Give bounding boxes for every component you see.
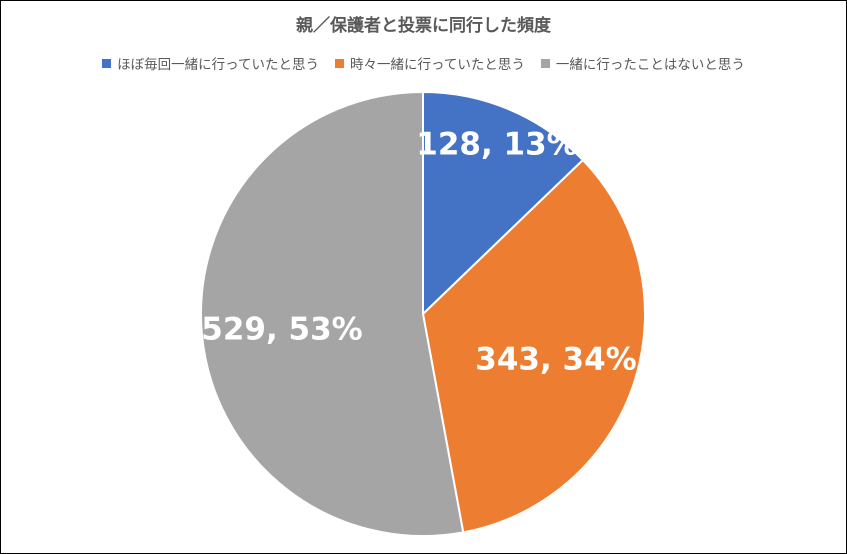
legend-label-3: 一緒に行ったことはないと思う bbox=[555, 57, 745, 73]
data-label-1: 128, 13% bbox=[416, 127, 577, 163]
pie-slice-3 bbox=[200, 90, 465, 537]
legend-swatch-3 bbox=[540, 58, 550, 68]
legend-item-2: 時々一緒に行っていたと思う bbox=[335, 53, 525, 73]
legend-item-1: ほぼ毎回一緒に行っていたと思う bbox=[102, 53, 319, 73]
legend-label-1: ほぼ毎回一緒に行っていたと思う bbox=[117, 57, 319, 73]
legend-swatch-1 bbox=[102, 58, 112, 68]
pie-slice-2 bbox=[421, 158, 646, 534]
legend-item-3: 一緒に行ったことはないと思う bbox=[540, 53, 745, 73]
legend-swatch-2 bbox=[335, 58, 344, 68]
legend: ほぼ毎回一緒に行っていたと思う 時々一緒に行っていたと思う 一緒に行ったことはな… bbox=[1, 53, 846, 73]
data-label-3: 529, 53% bbox=[201, 312, 362, 348]
data-label-2: 343, 34% bbox=[475, 342, 636, 378]
legend-label-2: 時々一緒に行っていたと思う bbox=[350, 57, 525, 73]
pie-slice-1 bbox=[422, 90, 585, 317]
chart-title: 親／保護者と投票に同行した頻度 bbox=[296, 16, 551, 36]
